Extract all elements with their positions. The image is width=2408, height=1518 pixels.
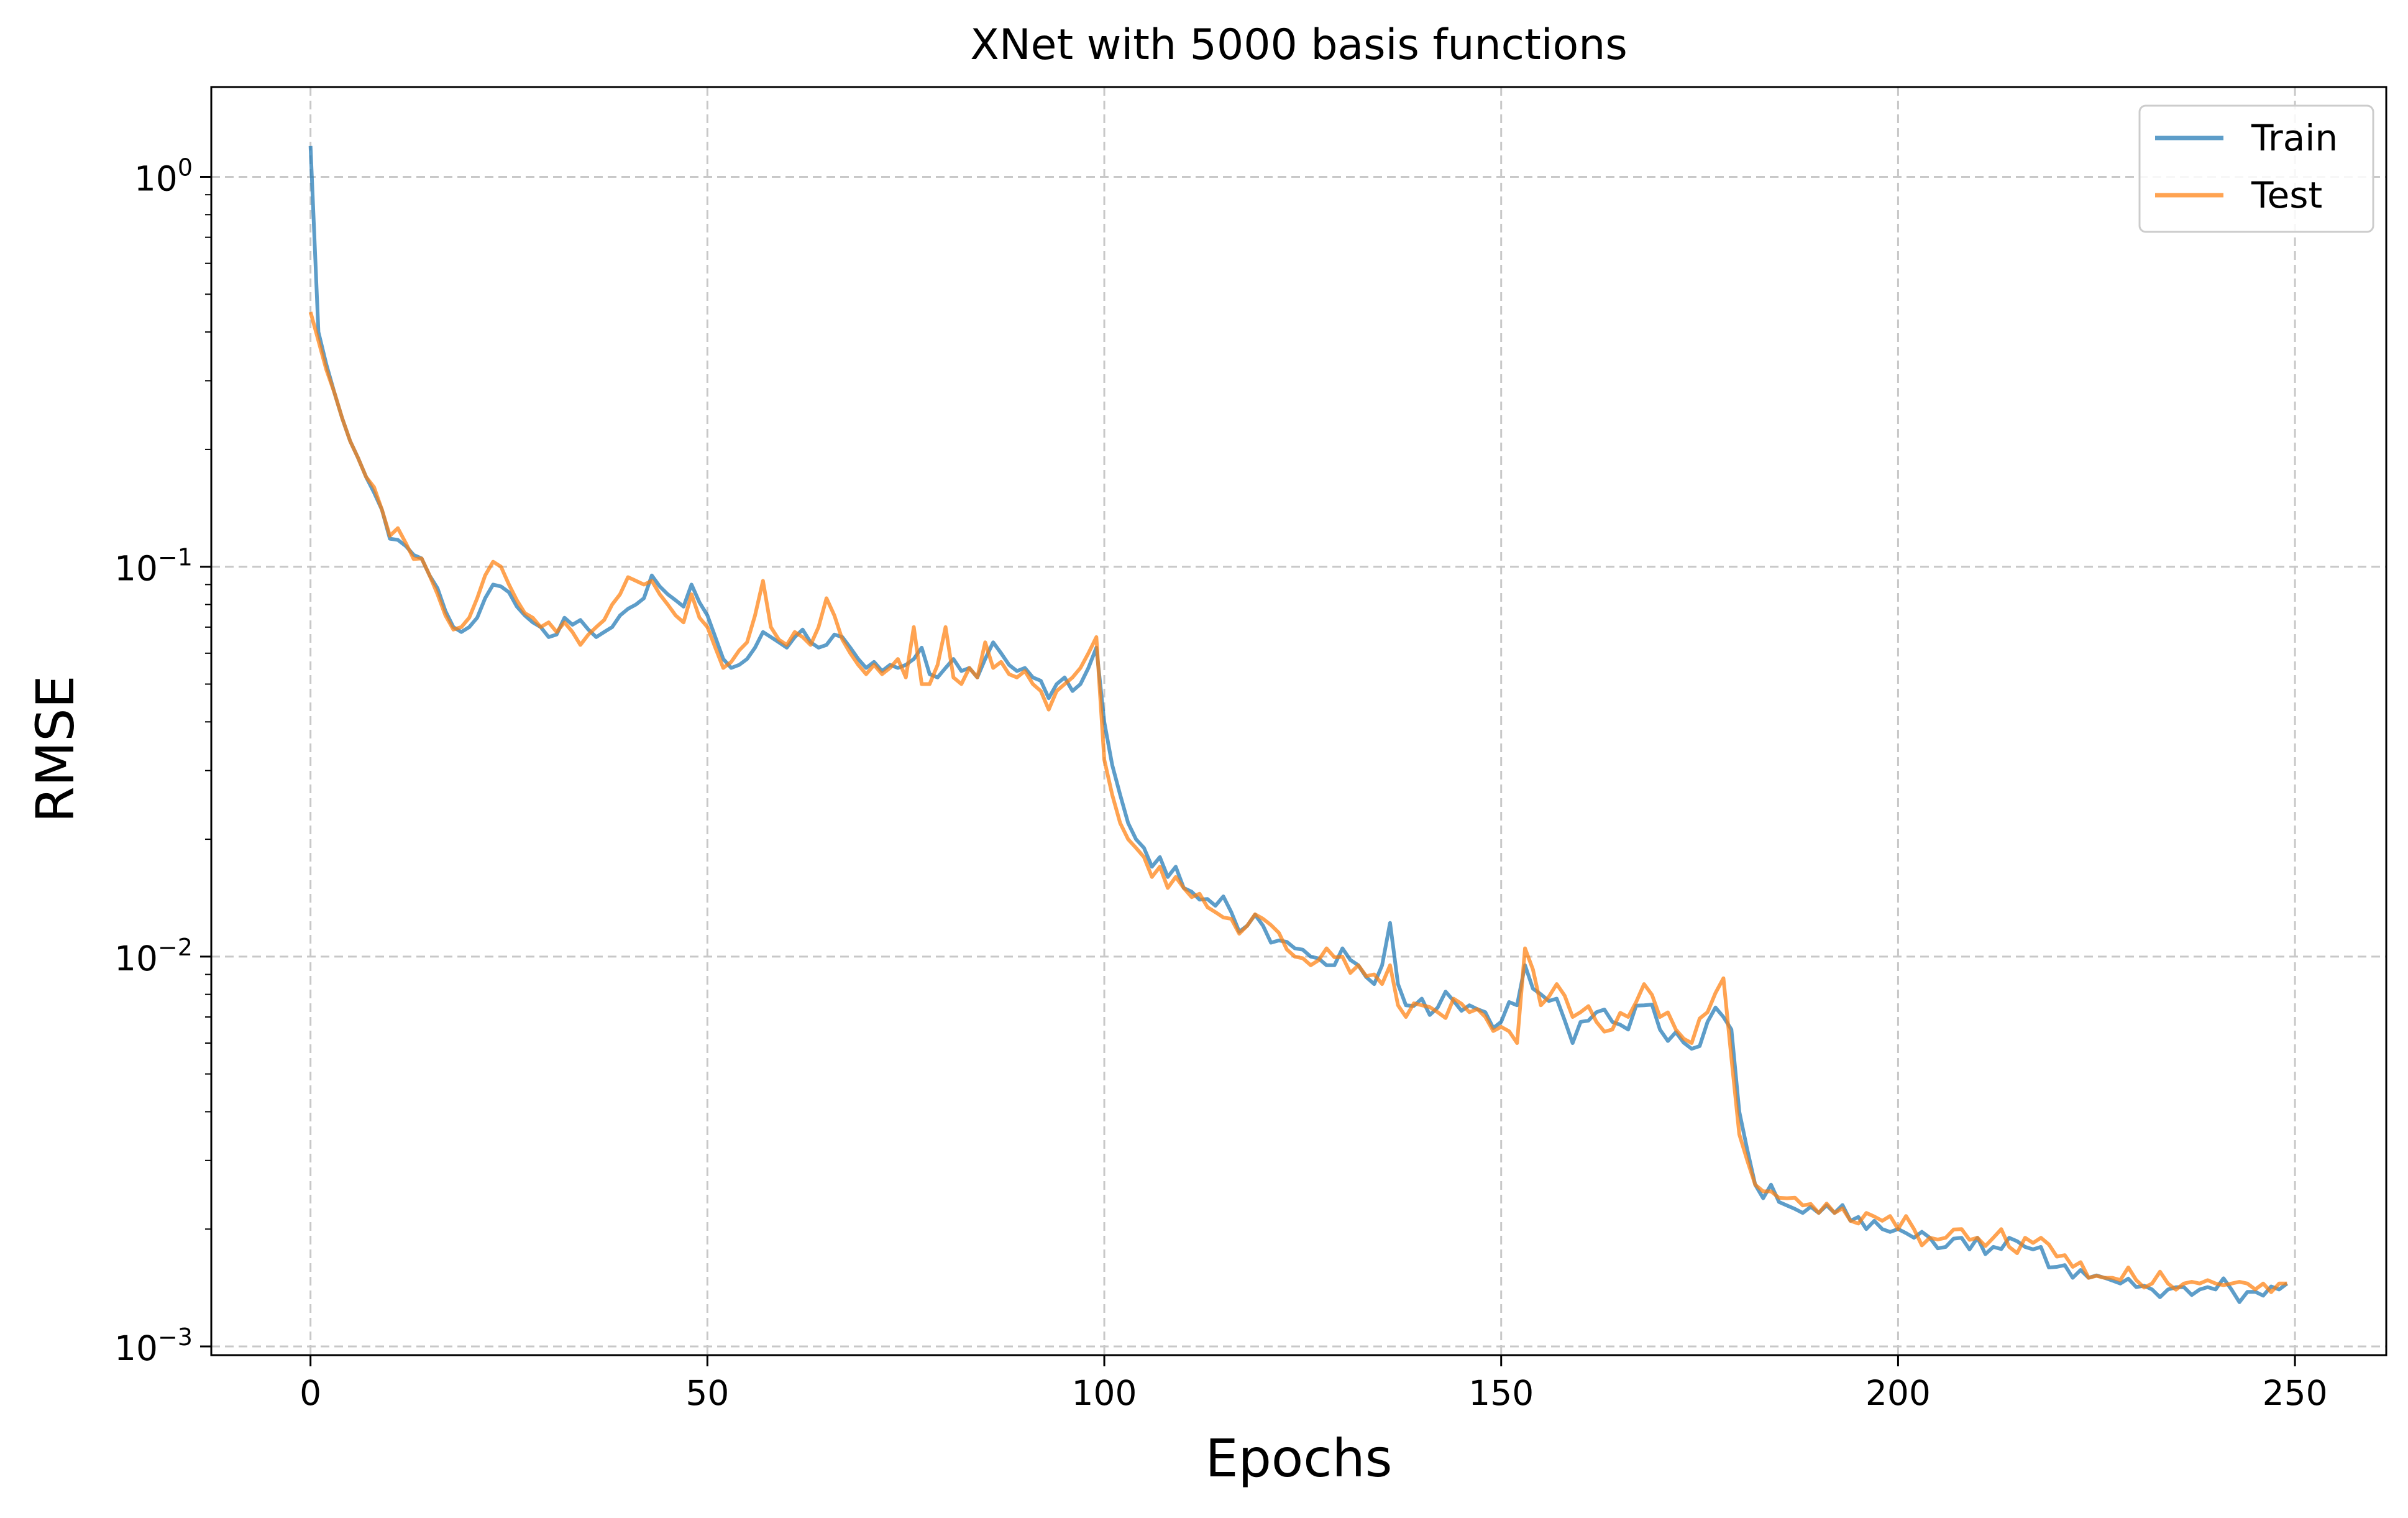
y-tick-label: 10−3 [114,1323,193,1368]
x-tick-label: 200 [1866,1373,1931,1413]
x-tick-label: 0 [300,1373,321,1413]
legend-label-test: Test [2251,174,2322,216]
chart-title: XNet with 5000 basis functions [970,21,1627,70]
legend-label-train: Train [2251,117,2338,159]
plot-frame [210,86,2387,1356]
series-line-train [308,145,2289,1304]
series-line-test [308,311,2287,1294]
x-tick-label: 100 [1072,1373,1137,1413]
series-lines [308,145,2289,1304]
axis-ticks: 0 50 100 150 200 250 10−3 10−2 10−1 100 [114,154,2328,1413]
x-tick-label: 250 [2263,1373,2328,1413]
grid [211,87,2386,1355]
x-tick-label: 50 [685,1373,729,1413]
x-tick-label: 150 [1468,1373,1534,1413]
y-tick-label: 10−1 [114,544,193,589]
legend: Train Test [2138,104,2374,233]
y-axis-label: RMSE [25,675,86,822]
x-axis-label: Epochs [1206,1428,1393,1489]
y-tick-label: 10−2 [114,934,193,978]
y-tick-label: 100 [134,154,193,199]
